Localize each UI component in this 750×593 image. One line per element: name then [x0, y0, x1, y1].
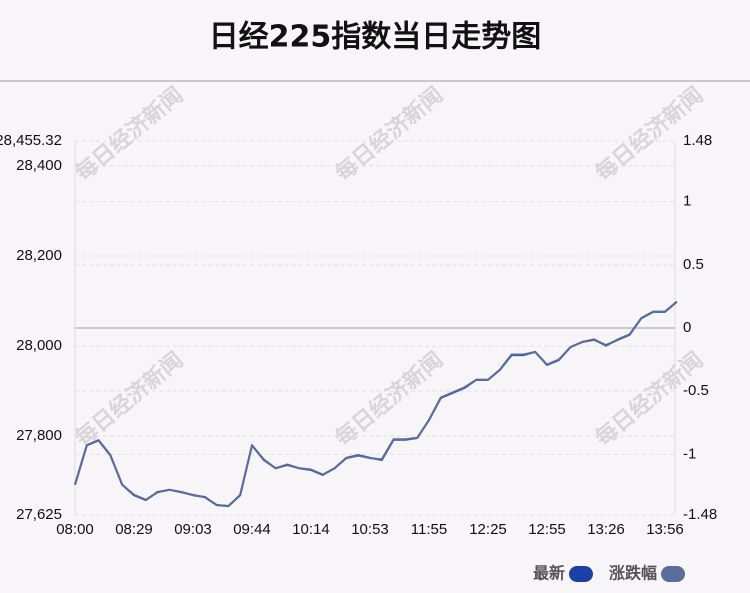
watermark: 每日经济新闻: [330, 82, 448, 187]
x-tick-label: 09:03: [174, 521, 212, 538]
legend-label: 涨跌幅: [609, 564, 657, 583]
y2-tick-label: 1.48: [683, 132, 712, 149]
y-tick-label: 27,800: [16, 427, 62, 444]
legend-swatch: [568, 566, 593, 582]
x-tick-label: 11:55: [411, 521, 447, 538]
y2-tick-label: 1: [683, 193, 691, 210]
y2-tick-label: 0: [683, 319, 691, 336]
y-tick-label: 28,400: [16, 157, 62, 174]
chart-title: 日经225指数当日走势图: [209, 20, 542, 55]
y2-tick-label: -0.5: [683, 382, 709, 399]
x-tick-label: 08:29: [115, 521, 153, 538]
x-tick-label: 08:00: [56, 521, 94, 538]
x-tick-label: 12:25: [469, 521, 507, 538]
y2-tick-label: -1.48: [683, 506, 717, 523]
y-tick-label: 28,000: [16, 337, 62, 354]
x-tick-label: 09:44: [233, 521, 271, 538]
y2-tick-label: 0.5: [683, 256, 704, 273]
y-tick-label: 27,625: [16, 506, 62, 523]
x-tick-label: 13:26: [587, 521, 625, 538]
legend-label: 最新: [533, 564, 565, 583]
y-tick-label: 28,455.32: [0, 132, 62, 149]
x-tick-label: 13:56: [646, 521, 684, 538]
x-tick-label: 12:55: [528, 521, 566, 538]
x-tick-label: 10:53: [351, 521, 389, 538]
y2-tick-label: -1: [683, 445, 696, 462]
watermark: 每日经济新闻: [70, 347, 188, 452]
watermark: 每日经济新闻: [70, 82, 188, 187]
legend-swatch: [661, 566, 685, 582]
y-tick-label: 28,200: [16, 247, 62, 264]
line-series: [74, 300, 678, 508]
x-tick-label: 10:14: [292, 521, 330, 538]
